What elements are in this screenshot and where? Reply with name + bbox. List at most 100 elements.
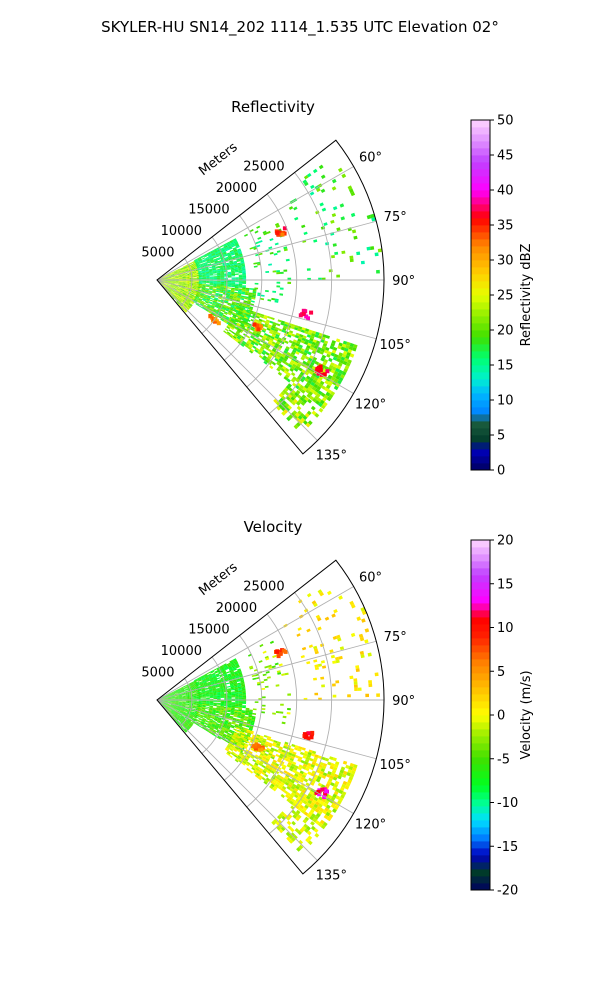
data-cell	[167, 698, 172, 699]
data-cell	[182, 713, 186, 716]
data-cell	[182, 276, 186, 278]
data-cell	[193, 283, 197, 285]
data-cell	[224, 731, 228, 734]
data-cell	[203, 716, 207, 719]
data-cell	[310, 335, 315, 340]
data-cell	[292, 376, 297, 381]
data-cell	[216, 287, 221, 289]
data-cell	[163, 275, 168, 278]
data-cell	[347, 349, 352, 354]
data-cell	[184, 688, 188, 691]
data-cell	[299, 770, 304, 775]
data-cell	[219, 712, 223, 715]
data-hotspot	[213, 319, 217, 324]
data-cell	[234, 689, 239, 692]
data-cell	[234, 270, 239, 273]
colorbar-bin	[471, 120, 490, 128]
data-cell	[223, 664, 228, 668]
data-cell	[198, 285, 203, 287]
data-cell	[163, 703, 167, 705]
data-cell	[209, 706, 213, 708]
data-cell	[190, 292, 195, 295]
data-cell	[186, 721, 190, 724]
data-cell	[175, 702, 179, 704]
data-cell	[171, 698, 176, 699]
data-cell	[186, 701, 190, 703]
data-cell	[198, 694, 203, 696]
data-cell	[167, 289, 171, 292]
data-cell	[202, 276, 207, 278]
data-cell	[241, 265, 246, 268]
data-cell	[304, 181, 309, 187]
data-cell	[216, 691, 221, 694]
data-cell	[231, 736, 236, 740]
data-cell	[199, 681, 203, 684]
data-cell	[173, 714, 177, 718]
data-cell	[206, 278, 210, 280]
data-cell	[244, 293, 249, 296]
data-cell	[174, 272, 178, 275]
data-cell	[327, 771, 332, 776]
data-cell	[321, 345, 327, 350]
data-cell	[280, 751, 285, 755]
data-cell	[202, 704, 206, 706]
data-cell	[241, 685, 246, 688]
data-cell	[185, 294, 190, 297]
data-cell	[182, 281, 186, 283]
data-cell	[267, 664, 272, 668]
data-cell	[238, 672, 243, 675]
data-cell	[228, 742, 233, 746]
data-cell	[193, 280, 197, 282]
data-cell	[187, 290, 192, 292]
data-cell	[239, 737, 244, 741]
data-cell	[170, 705, 174, 707]
data-cell	[176, 296, 180, 299]
data-cell	[292, 789, 297, 795]
data-cell	[195, 262, 200, 265]
data-hotspot	[277, 230, 282, 235]
data-cell	[238, 730, 243, 734]
data-cell	[203, 681, 207, 684]
data-cell	[165, 706, 169, 710]
data-cell	[272, 655, 277, 659]
data-cell	[186, 300, 190, 304]
data-cell	[209, 695, 214, 697]
data-cell	[234, 318, 239, 322]
data-cell	[220, 277, 225, 279]
data-cell	[227, 743, 232, 747]
data-cell	[324, 380, 330, 385]
data-cell	[198, 705, 203, 707]
data-cell	[202, 702, 207, 704]
data-cell	[301, 337, 306, 342]
data-cell	[180, 710, 184, 712]
data-cell	[234, 759, 239, 763]
data-cell	[206, 702, 210, 704]
data-hotspot	[309, 310, 314, 315]
data-cell	[182, 703, 186, 705]
colorbar-bin	[471, 323, 490, 331]
data-cell	[223, 304, 227, 307]
data-cell	[249, 726, 254, 729]
colorbar-bin	[471, 183, 490, 191]
data-cell	[200, 722, 205, 725]
data-cell	[231, 244, 236, 248]
data-cell	[233, 295, 238, 298]
data-cell	[159, 702, 163, 705]
data-cell	[187, 305, 191, 309]
data-cell	[233, 733, 238, 736]
data-cell	[167, 698, 172, 700]
data-cell	[255, 315, 260, 319]
data-cell	[163, 284, 167, 287]
data-cell	[170, 285, 174, 288]
data-cell	[282, 400, 287, 405]
data-cell	[212, 270, 217, 272]
data-cell	[204, 309, 209, 312]
data-cell	[241, 288, 246, 291]
data-cell	[175, 698, 179, 699]
data-cell	[222, 315, 226, 319]
data-cell	[256, 759, 261, 763]
data-cell	[205, 694, 210, 697]
data-cell	[186, 294, 190, 297]
data-cell	[177, 691, 182, 693]
data-cell	[209, 720, 213, 723]
